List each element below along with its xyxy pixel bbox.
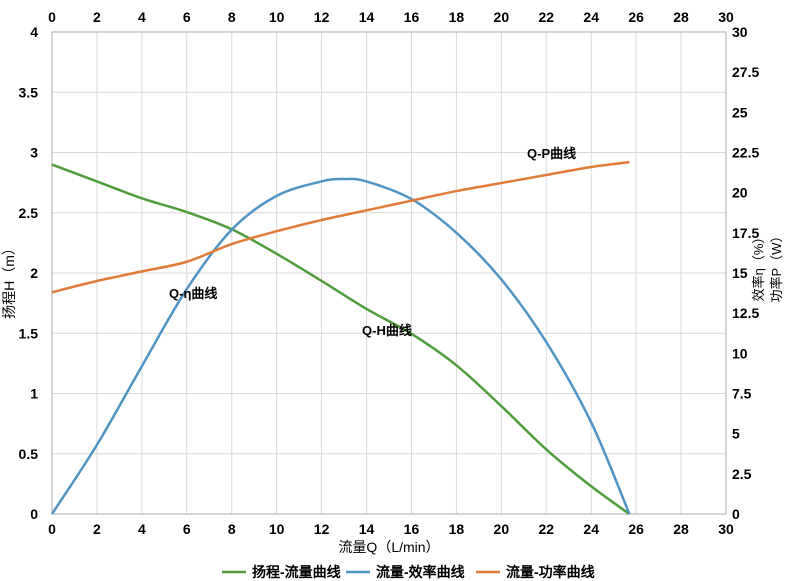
- svg-text:18: 18: [449, 521, 465, 537]
- svg-text:12: 12: [314, 9, 330, 25]
- svg-text:0.5: 0.5: [19, 446, 39, 462]
- svg-text:0: 0: [48, 521, 56, 537]
- svg-text:26: 26: [628, 9, 644, 25]
- svg-text:14: 14: [359, 521, 375, 537]
- svg-text:24: 24: [583, 9, 599, 25]
- svg-text:15: 15: [732, 265, 748, 281]
- svg-text:16: 16: [404, 521, 420, 537]
- svg-text:5: 5: [732, 426, 740, 442]
- svg-text:30: 30: [732, 24, 748, 40]
- svg-text:2.5: 2.5: [732, 466, 752, 482]
- svg-text:10: 10: [732, 345, 748, 361]
- svg-text:3: 3: [30, 145, 38, 161]
- svg-text:10: 10: [269, 9, 285, 25]
- svg-text:30: 30: [718, 9, 734, 25]
- svg-text:14: 14: [359, 9, 375, 25]
- svg-text:2: 2: [93, 521, 101, 537]
- svg-text:28: 28: [673, 521, 689, 537]
- svg-text:16: 16: [404, 9, 420, 25]
- svg-text:0: 0: [30, 506, 38, 522]
- svg-text:22: 22: [538, 521, 554, 537]
- svg-text:7.5: 7.5: [732, 386, 752, 402]
- svg-text:6: 6: [183, 9, 191, 25]
- svg-text:8: 8: [228, 521, 236, 537]
- svg-text:2: 2: [30, 265, 38, 281]
- svg-text:27.5: 27.5: [732, 64, 759, 80]
- svg-text:12: 12: [314, 521, 330, 537]
- svg-text:流量-效率曲线: 流量-效率曲线: [376, 564, 465, 580]
- svg-text:20: 20: [494, 521, 510, 537]
- svg-text:效率η（%）: 效率η（%）: [751, 231, 766, 302]
- svg-text:30: 30: [718, 521, 734, 537]
- svg-text:17.5: 17.5: [732, 225, 759, 241]
- svg-text:12.5: 12.5: [732, 305, 759, 321]
- svg-text:20: 20: [732, 185, 748, 201]
- svg-text:扬程-流量曲线: 扬程-流量曲线: [252, 564, 341, 580]
- svg-text:22: 22: [538, 9, 554, 25]
- svg-text:6: 6: [183, 521, 191, 537]
- svg-text:流量Q（L/min）: 流量Q（L/min）: [338, 539, 439, 555]
- svg-text:0: 0: [48, 9, 56, 25]
- svg-text:18: 18: [449, 9, 465, 25]
- svg-text:功率P（W）: 功率P（W）: [769, 230, 784, 303]
- svg-text:20: 20: [494, 9, 510, 25]
- svg-text:Q-η曲线: Q-η曲线: [169, 286, 217, 301]
- svg-text:28: 28: [673, 9, 689, 25]
- svg-text:26: 26: [628, 521, 644, 537]
- svg-text:4: 4: [30, 24, 38, 40]
- svg-text:8: 8: [228, 9, 236, 25]
- svg-text:4: 4: [138, 521, 146, 537]
- svg-text:0: 0: [732, 506, 740, 522]
- svg-text:扬程H（m）: 扬程H（m）: [1, 241, 17, 319]
- svg-text:22.5: 22.5: [732, 145, 759, 161]
- svg-text:Q-H曲线: Q-H曲线: [362, 323, 412, 338]
- svg-text:3.5: 3.5: [19, 84, 39, 100]
- svg-text:10: 10: [269, 521, 285, 537]
- svg-text:1.5: 1.5: [19, 325, 39, 341]
- svg-text:流量-功率曲线: 流量-功率曲线: [506, 564, 595, 580]
- svg-text:24: 24: [583, 521, 599, 537]
- svg-text:1: 1: [30, 386, 38, 402]
- svg-text:4: 4: [138, 9, 146, 25]
- svg-text:Q-P曲线: Q-P曲线: [527, 146, 576, 161]
- svg-text:25: 25: [732, 104, 748, 120]
- svg-text:2: 2: [93, 9, 101, 25]
- svg-text:2.5: 2.5: [19, 205, 39, 221]
